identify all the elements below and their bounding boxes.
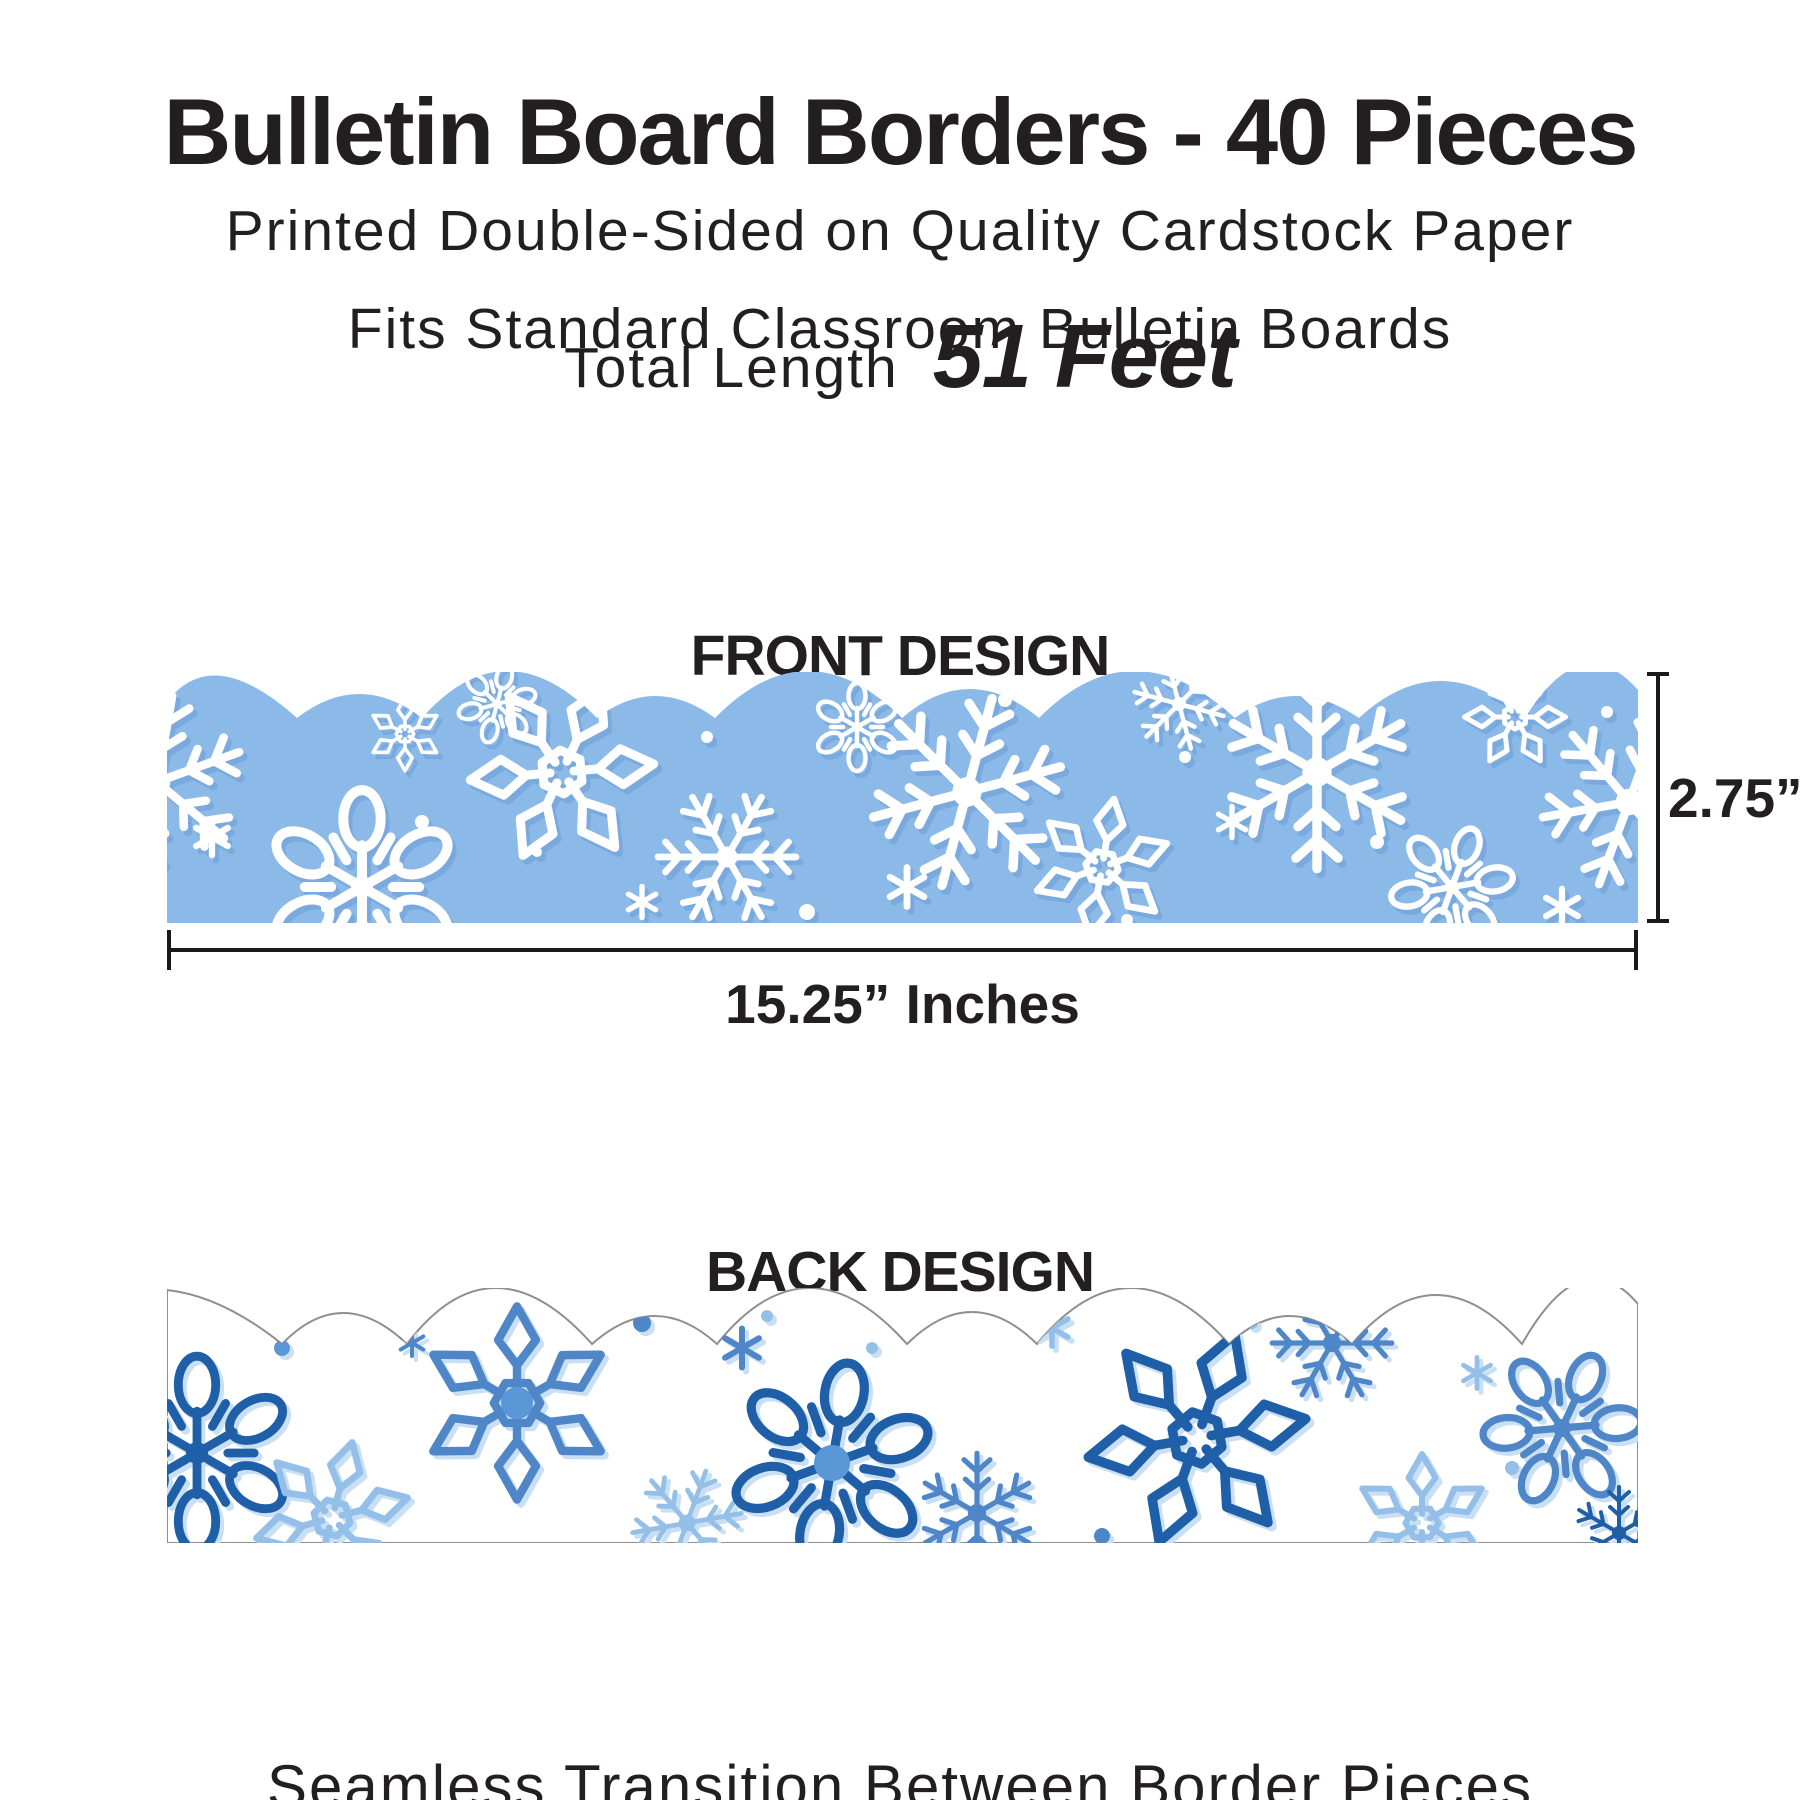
snow-dot — [633, 1314, 651, 1332]
total-length-value: 51 Feet — [932, 307, 1237, 407]
snow-dot — [501, 1387, 533, 1419]
back-design-heading: BACK DESIGN — [705, 1240, 1095, 1305]
subtitle-printed: Printed Double-Sided on Quality Cardstoc… — [225, 199, 1575, 263]
footer-caption: Seamless Transition Between Border Piece… — [267, 1753, 1533, 1800]
snow-dot — [1246, 1317, 1258, 1329]
front-border-strip — [167, 672, 1638, 923]
snow-dot — [701, 731, 713, 743]
total-length-label: Total Length — [564, 336, 899, 400]
snow-dot — [1179, 751, 1191, 763]
snow-dot — [866, 1342, 878, 1354]
snow-dot — [1601, 706, 1613, 718]
snow-dot — [415, 815, 429, 829]
front-design-heading: FRONT DESIGN — [690, 624, 1111, 689]
total-length-line: Total Length 51 Feet — [0, 306, 1800, 409]
snow-dot — [761, 1310, 773, 1322]
snow-dot — [1370, 835, 1384, 849]
snow-dot — [814, 1445, 850, 1481]
back-border-strip — [167, 1288, 1638, 1543]
snow-dot — [274, 1340, 290, 1356]
snow-dot — [1121, 914, 1133, 923]
snow-dot — [998, 693, 1012, 707]
height-dimension-label: 2.75” — [1668, 767, 1800, 829]
width-dimension-line — [167, 930, 1638, 970]
snow-dot — [1094, 1528, 1110, 1543]
front-scalloped-shape — [167, 672, 1638, 923]
snow-dot — [532, 847, 542, 857]
height-dimension-line — [1647, 672, 1669, 923]
snow-dot — [1505, 1461, 1519, 1475]
width-dimension-label: 15.25” Inches — [725, 973, 1080, 1035]
page-title: Bulletin Board Borders - 40 Pieces — [163, 78, 1638, 184]
snow-dot — [799, 904, 815, 920]
subtitle-fits: Fits Standard Classroom Bulletin Boards — [347, 297, 1453, 361]
